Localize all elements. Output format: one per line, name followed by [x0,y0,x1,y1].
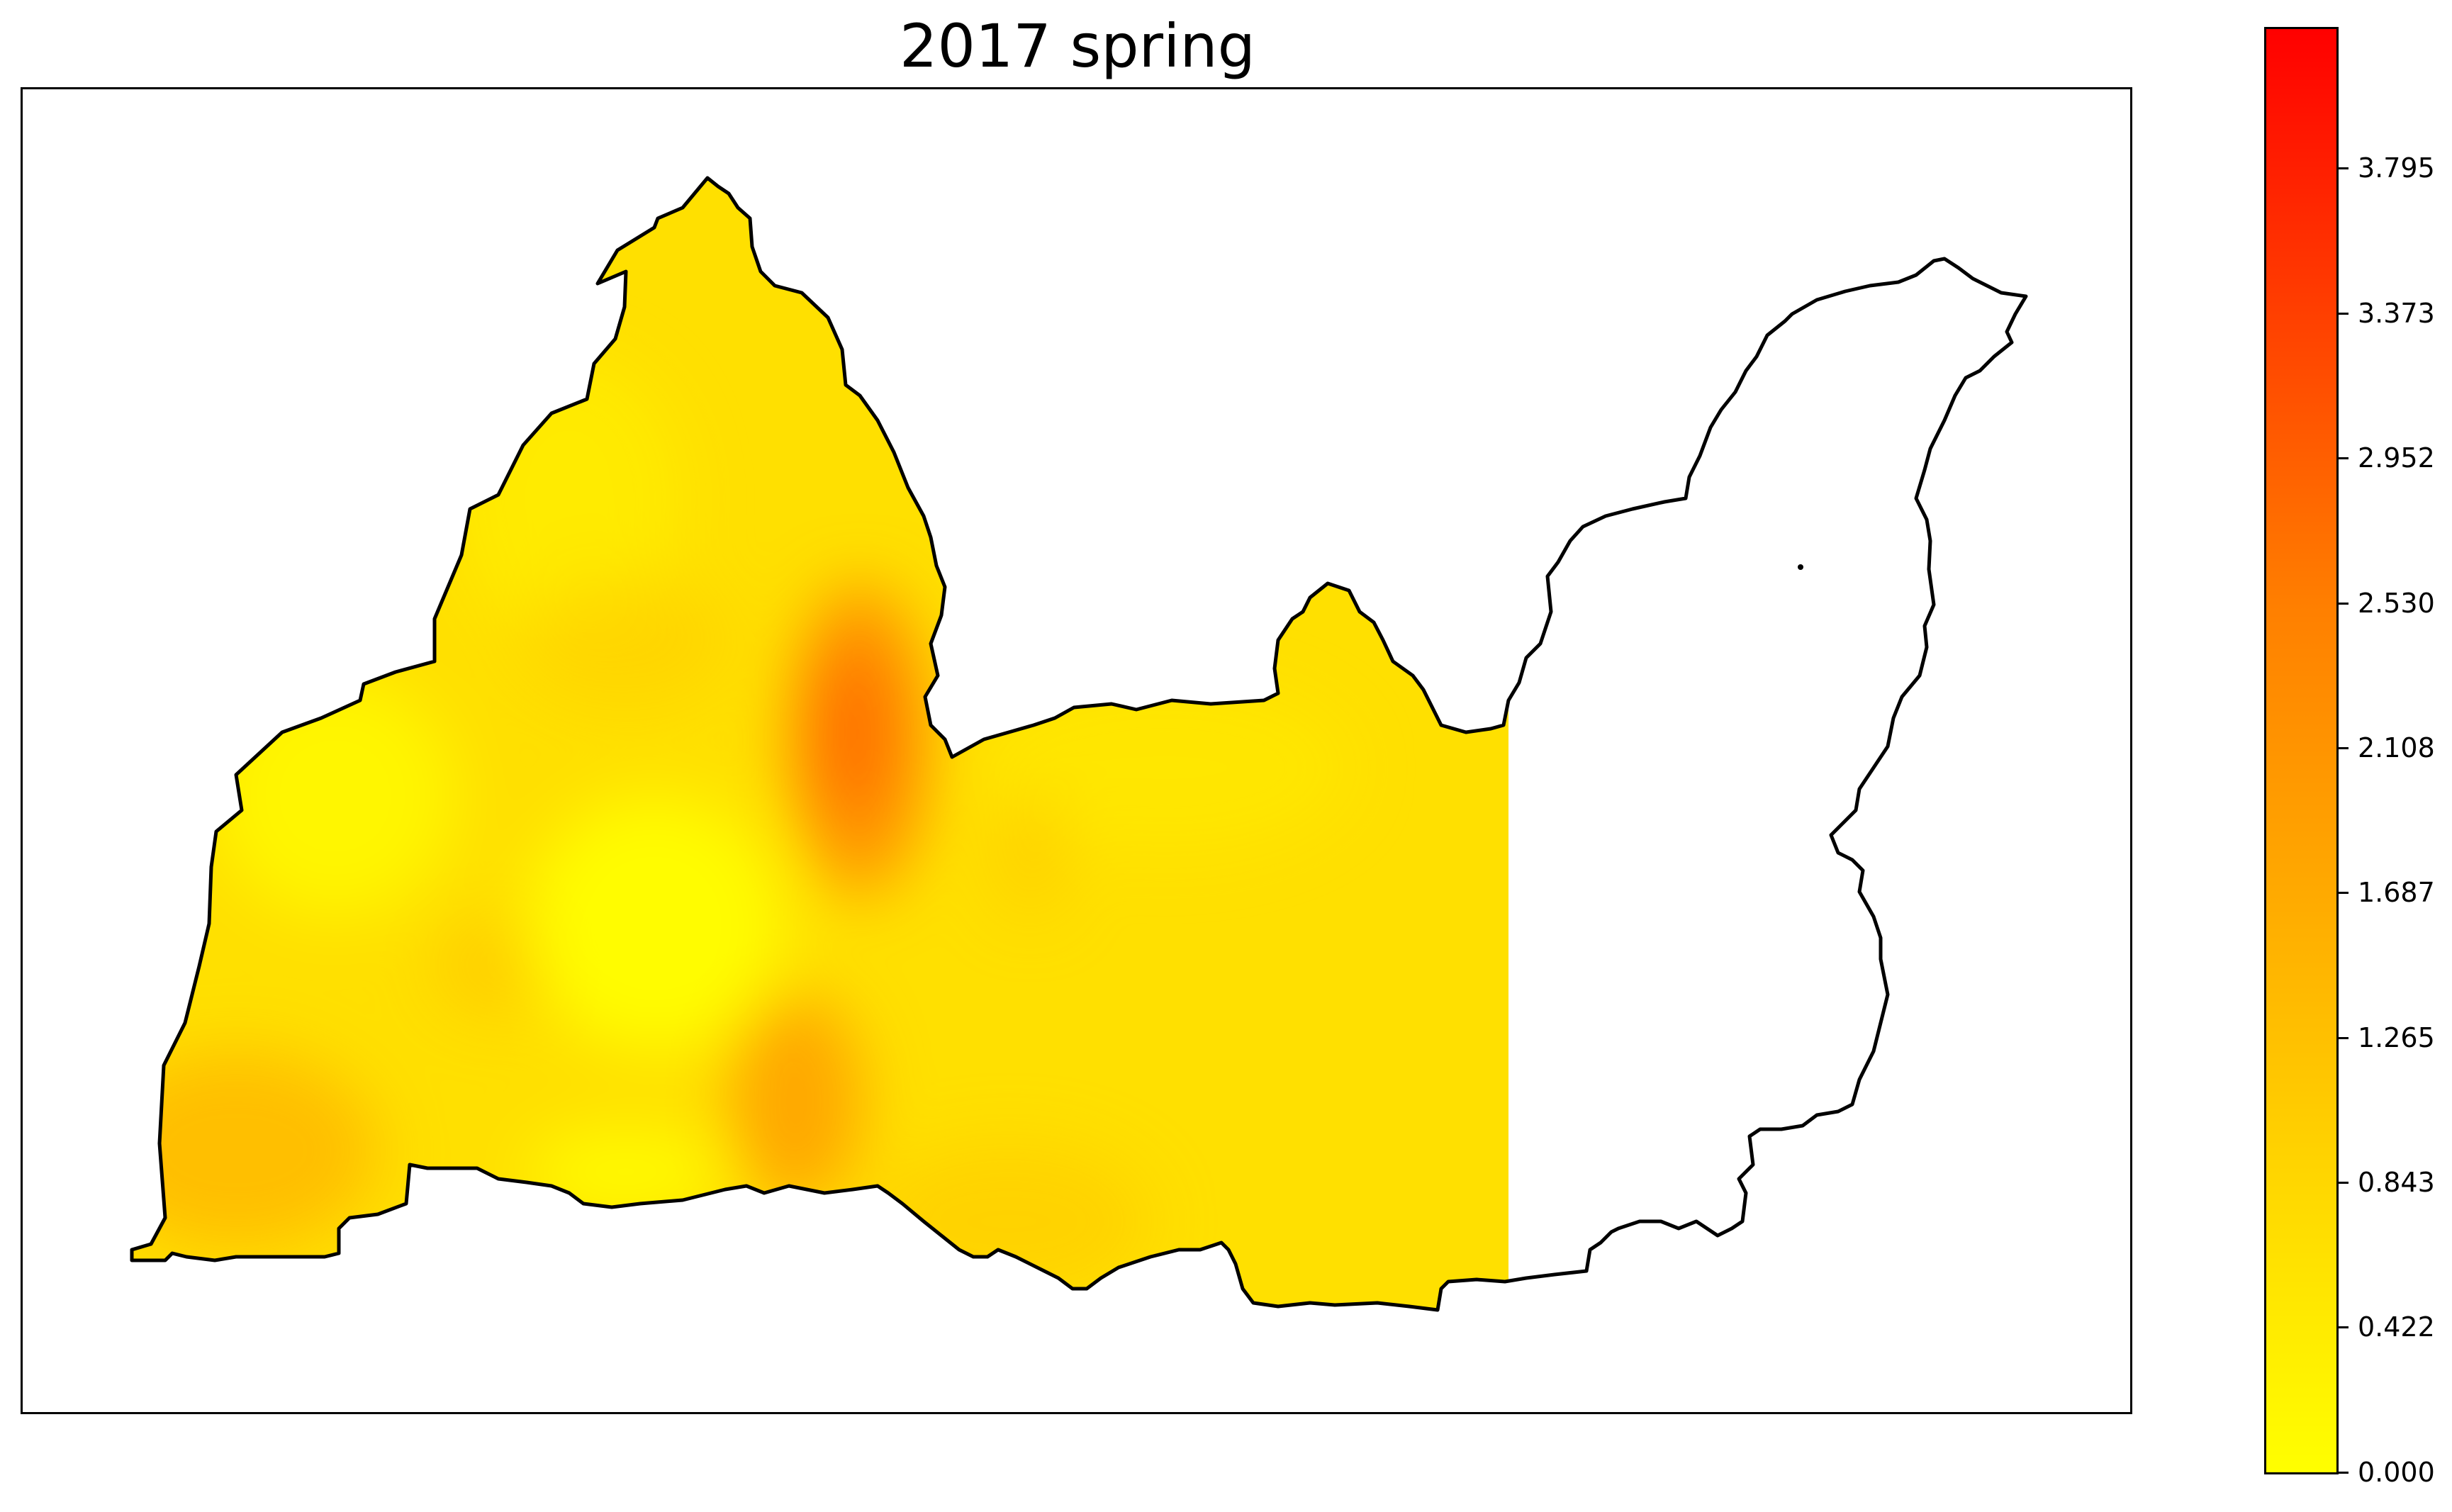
region-outline [130,176,2028,1312]
colorbar-tick [2339,1036,2349,1039]
colorbar-tick-label: 0.000 [2358,1457,2435,1488]
map-frame [21,87,2132,1414]
colorbar [2264,27,2339,1474]
colorbar-tick-label: 2.108 [2358,732,2435,764]
cool-south [527,1129,725,1214]
colorbar-tick [2339,1326,2349,1329]
colorbar-tick-label: 1.265 [2358,1021,2435,1053]
colorbar-tick-label: 0.422 [2358,1311,2435,1343]
colorbar-tick-label: 3.795 [2358,152,2435,184]
colorbar-tick [2339,457,2349,459]
colorbar-tick [2339,892,2349,895]
colorbar-tick-label: 2.952 [2358,442,2435,474]
hotspot-south-center [729,995,863,1207]
map-canvas[interactable] [23,89,2130,1412]
cool-east-top [980,683,1349,853]
colorbar-tick [2339,312,2349,315]
colorbar-tick-label: 1.687 [2358,877,2435,909]
interpolated-surface [132,178,1508,1310]
colorbar-tick [2339,747,2349,750]
warm-southwest [132,1051,378,1250]
warm-northwest [520,576,732,704]
colorbar-tick [2339,167,2349,170]
colorbar-tick [2339,1472,2349,1474]
colorbar-tick-label: 3.373 [2358,297,2435,329]
colorbar-tick-label: 0.843 [2358,1167,2435,1199]
hotspot-north-center-core [810,647,895,817]
colorbar-tick [2339,1182,2349,1185]
warm-east-bottom [867,1143,1151,1299]
colorbar-tick [2339,602,2349,605]
map-point-marker [1798,564,1803,570]
colorbar-tick-label: 2.530 [2358,587,2435,619]
warm-east-spot [995,789,1065,917]
cool-center [527,796,782,1051]
map-title: 2017 spring [900,11,1255,81]
